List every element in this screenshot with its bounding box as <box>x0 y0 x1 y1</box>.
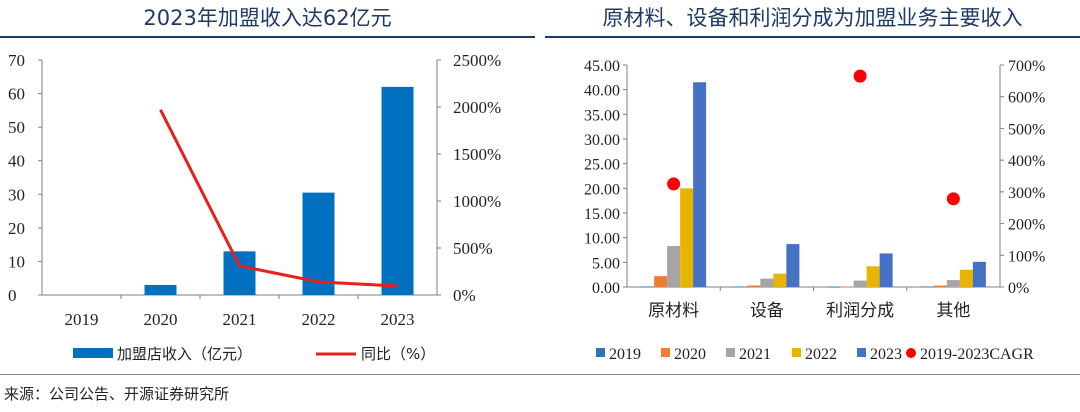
right-chart-left-tick-label: 30.00 <box>584 132 620 149</box>
revenue-bar-2023 <box>972 261 986 287</box>
right-y-tick-label: 2000% <box>453 98 501 117</box>
legend-swatch-2021 <box>726 348 735 357</box>
legend-label: 2019-2023CAGR <box>920 346 1034 363</box>
right-y-tick-label: 1500% <box>453 145 501 164</box>
revenue-bar-2021 <box>946 280 960 287</box>
right-chart-category-label: 利润分成 <box>826 301 894 321</box>
revenue-bar-2021 <box>667 246 681 287</box>
left-y-tick-label: 70 <box>8 51 25 70</box>
left-y-tick-label: 30 <box>8 185 25 204</box>
right-chart-right-tick-label: 0% <box>1008 280 1029 297</box>
legend-swatch-2022 <box>792 348 801 357</box>
legend-label: 2020 <box>674 346 706 363</box>
x-tick-label: 2022 <box>302 310 336 329</box>
revenue-bar-2022 <box>959 269 973 287</box>
revenue-bar-2019 <box>920 286 934 288</box>
right-chart-left-tick-label: 15.00 <box>584 206 620 223</box>
left-y-tick-label: 0 <box>8 286 17 305</box>
right-chart-right-tick-label: 500% <box>1008 121 1045 138</box>
right-chart-category-label: 原材料 <box>648 301 699 321</box>
right-chart-right-tick-label: 100% <box>1008 248 1045 265</box>
legend-label-yoy: 同比（%） <box>361 345 435 363</box>
revenue-bar <box>144 284 177 295</box>
revenue-bar-2022 <box>773 273 787 287</box>
left-y-tick-label: 10 <box>8 252 25 271</box>
legend-label: 2023 <box>870 346 902 363</box>
source-note: 来源：公司公告、开源证券研究所 <box>4 385 230 403</box>
legend-swatch-2023 <box>857 348 866 357</box>
legend-swatch-revenue <box>73 348 113 358</box>
legend-label: 2021 <box>739 346 771 363</box>
legend-swatch-2020 <box>661 348 670 357</box>
revenue-bar-2023 <box>879 253 893 287</box>
right-chart-right-tick-label: 300% <box>1008 185 1045 202</box>
right-chart-category-label: 其他 <box>936 301 970 321</box>
left-y-tick-label: 60 <box>8 85 25 104</box>
revenue-bar-2023 <box>693 82 707 288</box>
x-tick-label: 2023 <box>381 310 415 329</box>
right-chart-title: 原材料、设备和利润分成为加盟业务主要收入 <box>602 6 1023 30</box>
right-chart-left-tick-label: 35.00 <box>584 107 620 124</box>
right-y-tick-label: 500% <box>453 239 493 258</box>
cagr-point <box>667 177 681 191</box>
legend-swatch-cagr <box>906 348 916 358</box>
revenue-bar-2023 <box>786 244 800 287</box>
legend-label: 2019 <box>609 346 641 363</box>
legend-label-revenue: 加盟店收入（亿元） <box>117 345 252 363</box>
footer-divider <box>0 374 1080 375</box>
revenue-bar-2020 <box>840 286 854 288</box>
right-chart-right-tick-label: 600% <box>1008 90 1045 107</box>
left-chart-title: 2023年加盟收入达62亿元 <box>143 6 392 30</box>
cagr-point <box>946 192 960 206</box>
revenue-bar-2020 <box>747 285 761 287</box>
left-y-tick-label: 50 <box>8 118 25 137</box>
right-chart-left-tick-label: 10.00 <box>584 231 620 248</box>
revenue-bar-2019 <box>641 286 655 288</box>
right-y-tick-label: 2500% <box>453 51 501 70</box>
revenue-bar-2019 <box>827 286 841 288</box>
revenue-bar <box>302 192 335 295</box>
right-chart-category-label: 设备 <box>750 301 784 321</box>
legend-label: 2022 <box>805 346 837 363</box>
revenue-bar <box>223 251 256 295</box>
legend-swatch-2019 <box>596 348 605 357</box>
right-chart-left-tick-label: 0.00 <box>592 280 620 297</box>
right-title-underline <box>545 36 1080 38</box>
right-chart-left-tick-label: 40.00 <box>584 83 620 100</box>
x-tick-label: 2019 <box>65 310 99 329</box>
right-y-tick-label: 0% <box>453 286 476 305</box>
right-chart-left-tick-label: 5.00 <box>592 255 620 272</box>
right-chart-left-tick-label: 45.00 <box>584 58 620 75</box>
right-y-tick-label: 1000% <box>453 192 501 211</box>
right-chart-right-tick-label: 400% <box>1008 153 1045 170</box>
x-tick-label: 2020 <box>144 310 178 329</box>
cagr-point <box>853 69 867 83</box>
left-title-underline <box>0 36 535 38</box>
right-chart-right-tick-label: 200% <box>1008 217 1045 234</box>
revenue-bar-2021 <box>760 278 774 287</box>
x-tick-label: 2021 <box>223 310 257 329</box>
revenue-bar-2019 <box>734 286 748 288</box>
left-y-tick-label: 20 <box>8 219 25 238</box>
yoy-growth-line <box>159 109 398 288</box>
left-y-tick-label: 40 <box>8 152 25 171</box>
revenue-bar-2020 <box>654 276 668 287</box>
revenue-bar-2020 <box>933 285 947 287</box>
right-chart-left-tick-label: 20.00 <box>584 181 620 198</box>
revenue-bar-2021 <box>853 280 867 287</box>
revenue-bar-2022 <box>680 188 694 287</box>
revenue-bar-2022 <box>866 266 880 287</box>
right-chart-right-tick-label: 700% <box>1008 58 1045 75</box>
revenue-bar <box>381 86 414 295</box>
right-chart-left-tick-label: 25.00 <box>584 157 620 174</box>
